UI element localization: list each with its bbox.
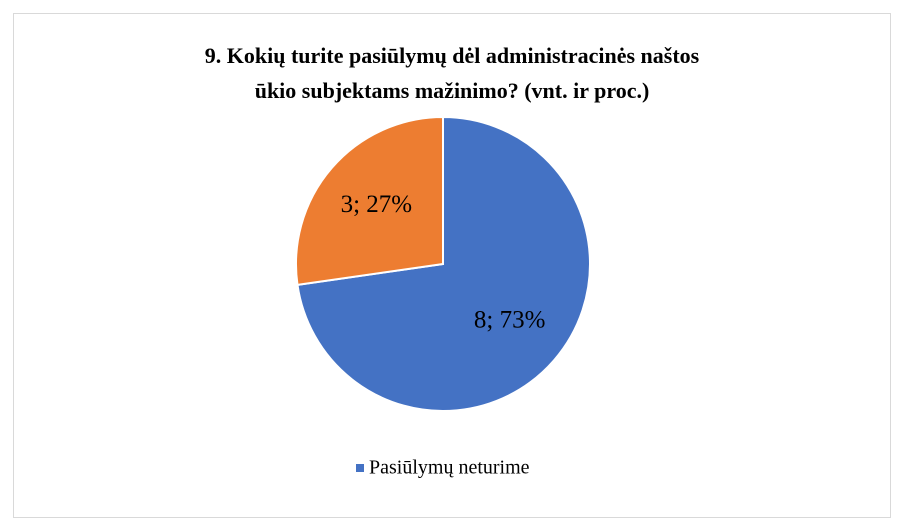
legend-label: Pasiūlymų neturime (369, 457, 530, 479)
pie-slice (295, 115, 444, 287)
chart-title: 9. Kokių turite pasiūlymų dėl administra… (205, 43, 700, 68)
data-label: 8; 73% (474, 306, 546, 333)
legend-swatch (356, 464, 364, 472)
data-label: 3; 27% (341, 191, 413, 218)
chart-title: ūkio subjektams mažinimo? (vnt. ir proc.… (255, 78, 650, 103)
